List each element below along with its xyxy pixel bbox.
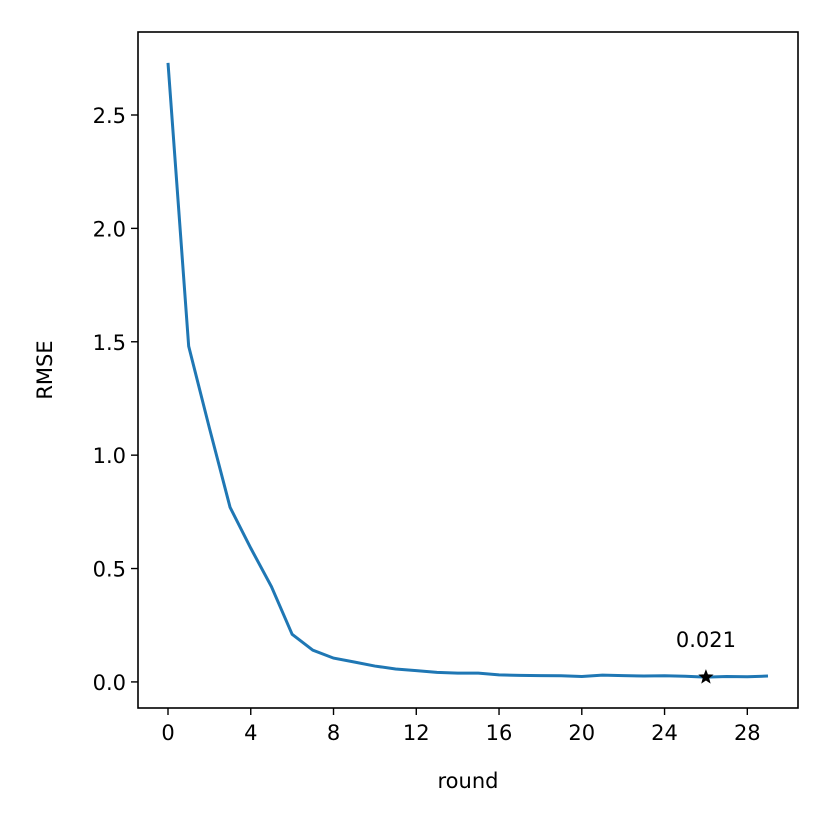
y-tick-label: 0.0 xyxy=(93,671,126,695)
x-tick-label: 16 xyxy=(486,721,513,745)
x-tick-label: 20 xyxy=(568,721,595,745)
x-tick-label: 0 xyxy=(161,721,174,745)
x-axis-label: round xyxy=(438,769,499,793)
y-axis-label: RMSE xyxy=(33,340,57,399)
marker-annotation: 0.021 xyxy=(676,628,736,652)
x-tick-label: 12 xyxy=(403,721,430,745)
data-line xyxy=(166,62,769,679)
best-marker xyxy=(698,669,714,684)
y-tick-label: 0.5 xyxy=(93,558,126,582)
x-tick-label: 24 xyxy=(651,721,678,745)
y-tick-label: 2.5 xyxy=(93,104,126,128)
plot-frame xyxy=(137,31,799,709)
x-tick-label: 28 xyxy=(734,721,761,745)
y-tick-label: 2.0 xyxy=(93,217,126,241)
x-tick-label: 8 xyxy=(327,721,340,745)
y-tick-label: 1.0 xyxy=(93,444,126,468)
y-tick-label: 1.5 xyxy=(93,331,126,355)
x-tick-label: 4 xyxy=(244,721,257,745)
